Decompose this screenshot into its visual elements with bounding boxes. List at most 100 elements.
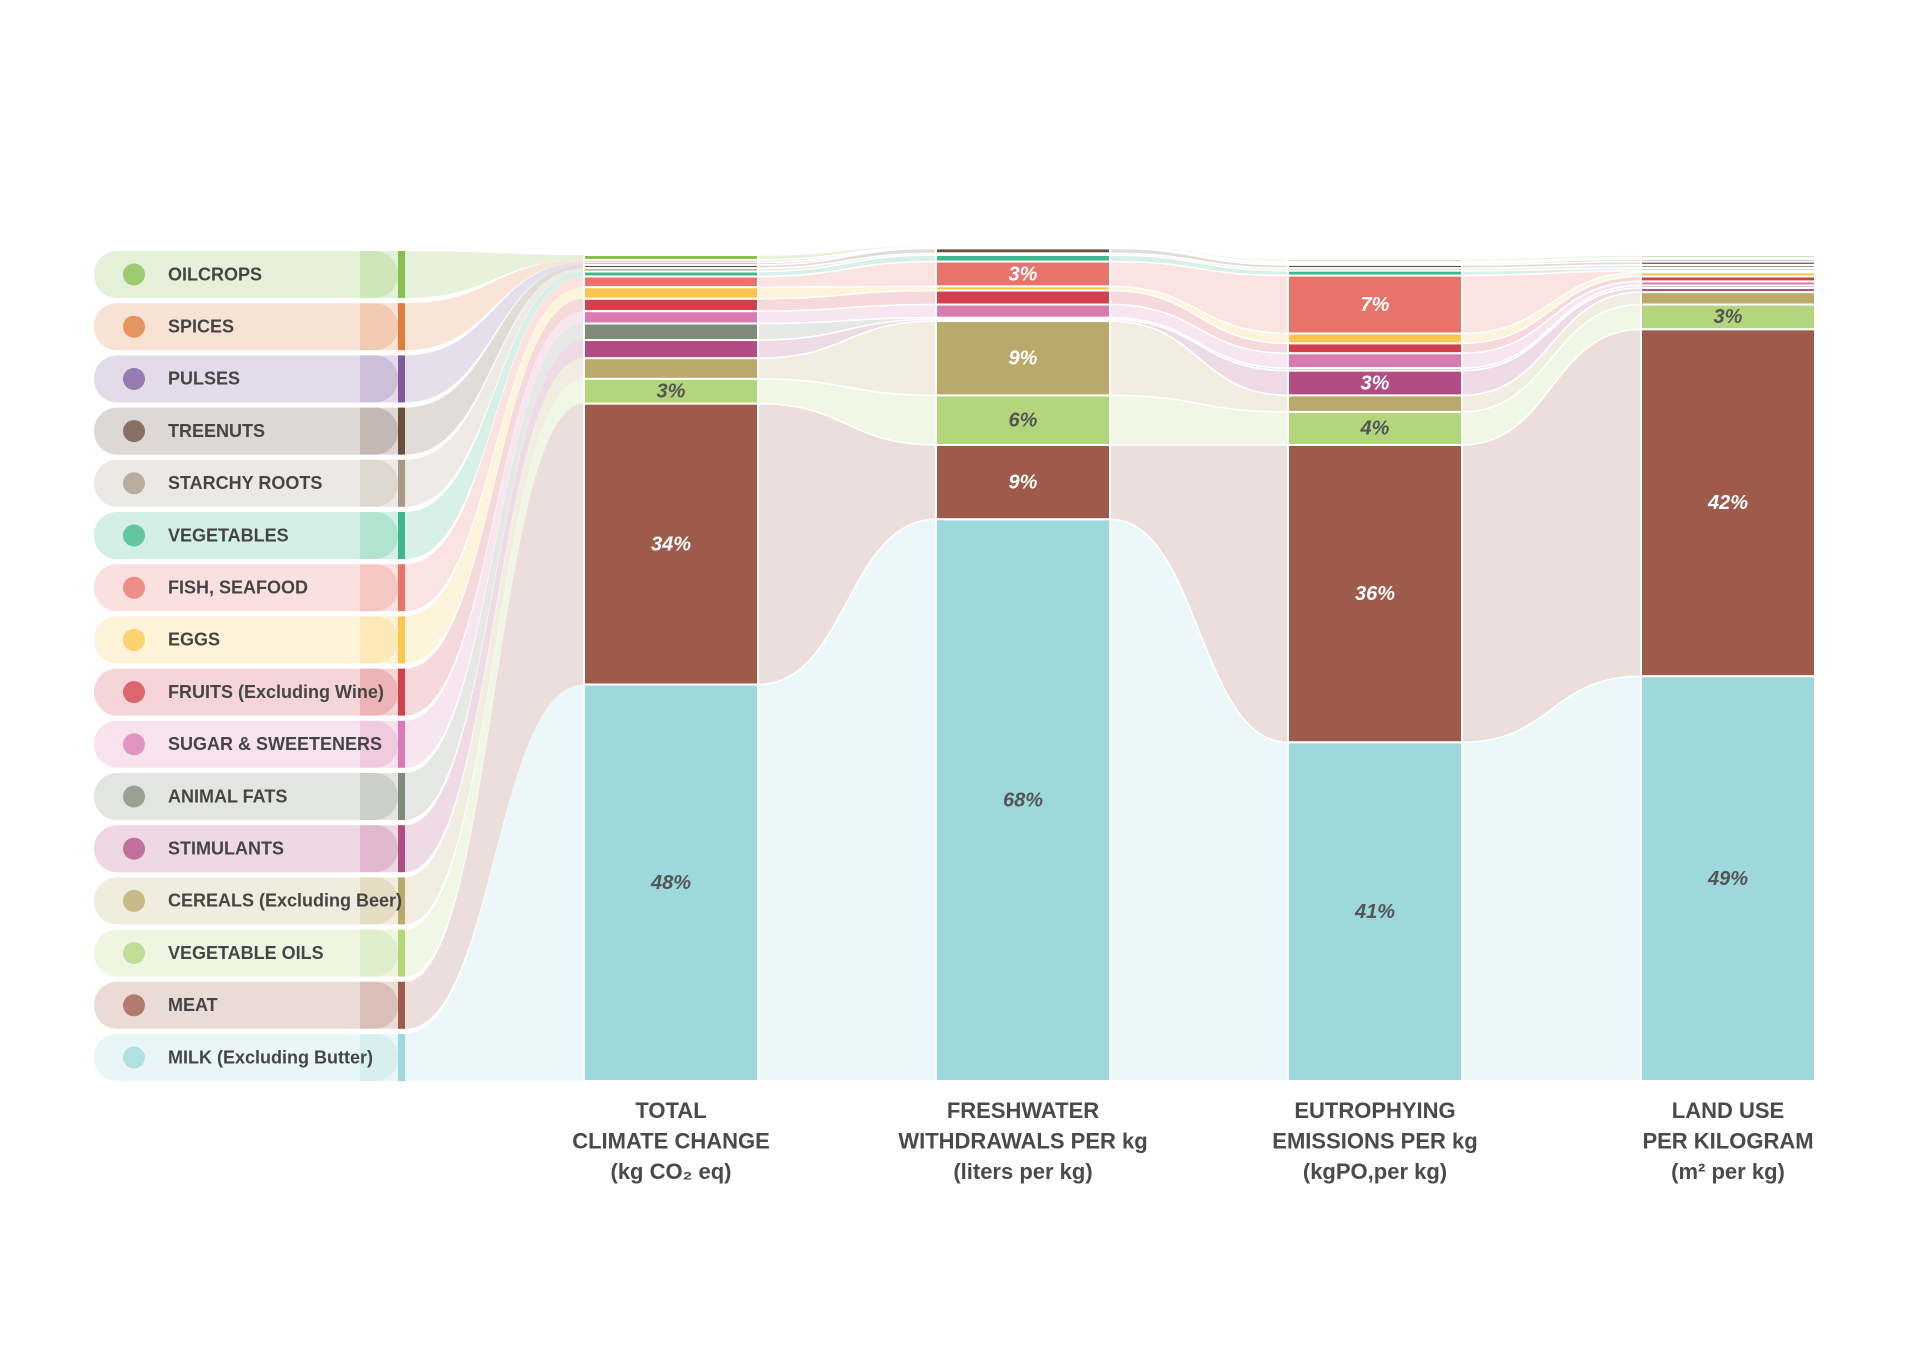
data-label: 42% xyxy=(1707,492,1748,514)
column-label: (m² per kg) xyxy=(1671,1159,1785,1184)
legend-swatch xyxy=(398,877,405,925)
legend-pill-end xyxy=(360,720,398,768)
legend-pill-end xyxy=(360,877,398,925)
legend-icon xyxy=(123,994,145,1017)
legend-swatch xyxy=(398,720,405,768)
bar-segment xyxy=(1287,443,1463,744)
data-label: 7% xyxy=(1361,294,1390,316)
data-label: 41% xyxy=(1354,901,1395,923)
legend-icon xyxy=(123,785,145,808)
bar-segment xyxy=(583,310,759,325)
legend-pill-end xyxy=(360,459,398,507)
column-label: PER KILOGRAM xyxy=(1642,1128,1813,1153)
flow xyxy=(405,262,584,403)
columns: 3% 34% 48% TOTAL CLIMATE CHANGE (kg CO₂ eq) 3%… xyxy=(572,244,1816,1184)
bar-segment xyxy=(1287,274,1463,335)
bar-segment xyxy=(935,443,1111,521)
flow xyxy=(405,323,584,820)
legend-swatch xyxy=(398,564,405,612)
legend-icon xyxy=(123,628,145,651)
legend-label: PULSES xyxy=(168,369,240,389)
flow xyxy=(405,251,584,298)
column-label: (kg CO₂ eq) xyxy=(611,1159,732,1184)
column-label: (liters per kg) xyxy=(953,1159,1092,1184)
data-label: 3% xyxy=(1009,263,1038,285)
legend-pill xyxy=(94,459,398,507)
bar-segment xyxy=(935,320,1111,397)
bar-segment xyxy=(583,377,759,405)
data-label: 9% xyxy=(1009,348,1038,370)
legend-swatch xyxy=(398,668,405,716)
data-label: 36% xyxy=(1355,583,1395,605)
flow xyxy=(405,271,584,559)
legend-swatch xyxy=(398,1034,405,1081)
flow xyxy=(405,298,584,716)
flow xyxy=(405,264,584,455)
bar-segment xyxy=(1640,303,1816,331)
legend-pill-end xyxy=(360,407,398,455)
legend-swatch xyxy=(398,251,405,298)
bar-segment xyxy=(583,297,759,313)
legend-pill-end xyxy=(360,355,398,403)
bar-segment xyxy=(935,394,1111,446)
legend-pill-end xyxy=(360,773,398,820)
legend-label: STARCHY ROOTS xyxy=(168,473,322,493)
column-label: FRESHWATER xyxy=(947,1098,1099,1123)
legend-pill xyxy=(94,407,398,455)
bar-segment xyxy=(1287,342,1463,355)
data-label: 48% xyxy=(650,872,691,894)
bar-segment xyxy=(1640,291,1816,306)
legend-icon xyxy=(123,315,145,338)
column-label: EUTROPHYING xyxy=(1294,1098,1455,1123)
flow xyxy=(405,276,584,612)
bar-segment xyxy=(935,289,1111,306)
legend-label: TREENUTS xyxy=(168,421,265,441)
legend-label: SUGAR & SWEETENERS xyxy=(168,734,382,754)
legend-pill-end xyxy=(360,564,398,612)
legend-label: FRUITS (Excluding Wine) xyxy=(168,682,384,702)
legend-label: ANIMAL FATS xyxy=(168,786,287,806)
flow xyxy=(405,358,584,925)
legend-pill xyxy=(94,512,398,559)
bar-segment xyxy=(1287,394,1463,413)
column-label: EMISSIONS PER kg xyxy=(1272,1128,1477,1153)
data-label: 3% xyxy=(1361,372,1390,394)
legend-pill xyxy=(94,981,398,1029)
column-label: WITHDRAWALS PER kg xyxy=(898,1128,1147,1153)
legend-pill-end xyxy=(360,981,398,1029)
legend-pill xyxy=(94,720,398,768)
legend-label: VEGETABLES xyxy=(168,525,289,545)
legend-pill xyxy=(94,825,398,873)
legend-icon xyxy=(123,942,145,965)
flows xyxy=(405,244,1642,1082)
data-label: 34% xyxy=(651,533,691,555)
bar-segment xyxy=(935,303,1111,319)
flow xyxy=(757,518,937,1082)
legend-pill xyxy=(94,773,398,820)
legend-icon xyxy=(123,576,145,599)
flow xyxy=(405,259,584,351)
legend-swatch xyxy=(398,773,405,820)
bar-segment xyxy=(583,339,759,360)
flow xyxy=(405,684,584,1081)
legend-pill xyxy=(94,303,398,351)
flow xyxy=(405,268,584,507)
flow xyxy=(405,287,584,664)
legend-pill-end xyxy=(360,616,398,664)
legend: OILCROPS SPICES PULSES TREENUTS STARCHY ROOT… xyxy=(94,251,405,1081)
column-label: LAND USE xyxy=(1672,1098,1784,1123)
legend-pill-end xyxy=(360,303,398,351)
legend-pill-end xyxy=(360,825,398,873)
flow xyxy=(1109,518,1289,1082)
bar-segment xyxy=(583,402,759,686)
bar-segment xyxy=(1640,328,1816,678)
legend-pill-end xyxy=(360,668,398,716)
legend-swatch xyxy=(398,459,405,507)
legend-pill xyxy=(94,1034,398,1081)
bar-segment xyxy=(583,322,759,342)
legend-pill xyxy=(94,668,398,716)
legend-pill-end xyxy=(360,251,398,298)
legend-label: SPICES xyxy=(168,316,234,336)
bar-segment xyxy=(1287,741,1463,1083)
